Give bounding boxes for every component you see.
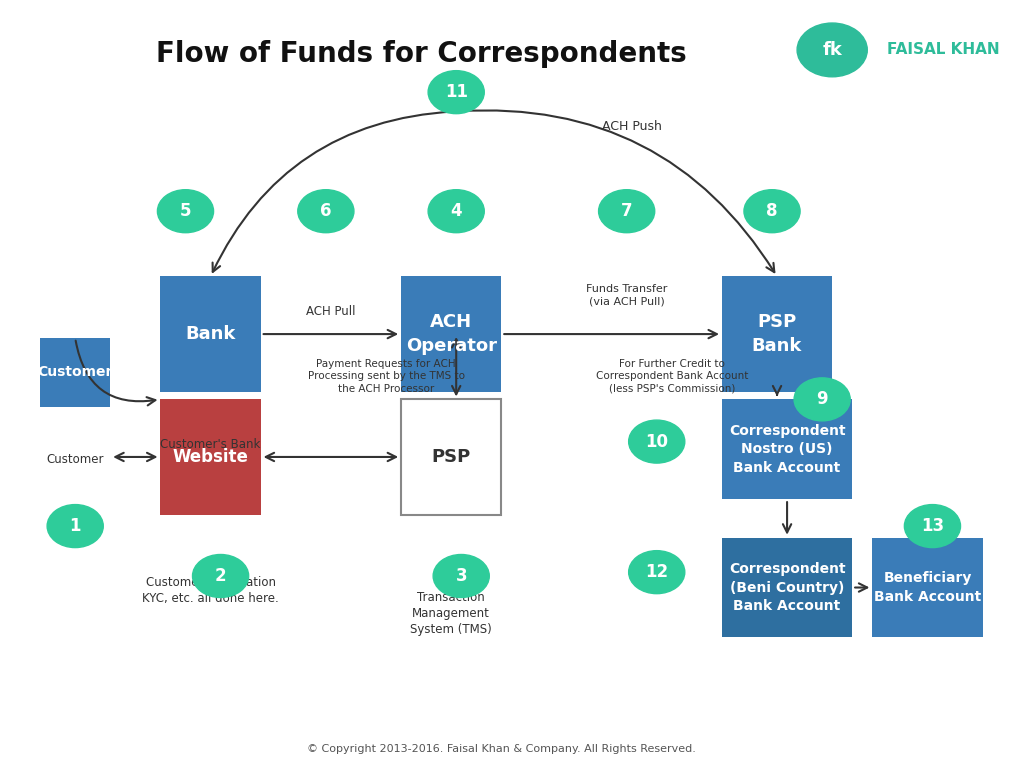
FancyBboxPatch shape [722,399,852,499]
Text: 2: 2 [215,567,226,585]
Circle shape [47,505,103,548]
FancyBboxPatch shape [872,538,983,637]
Text: Transaction
Management
System (TMS): Transaction Management System (TMS) [411,591,493,637]
Text: 7: 7 [621,202,633,220]
FancyBboxPatch shape [401,276,502,392]
Text: ACH Push: ACH Push [601,121,662,133]
Circle shape [629,551,685,594]
Text: PSP
Bank: PSP Bank [752,313,802,355]
Text: © Copyright 2013-2016. Faisal Khan & Company. All Rights Reserved.: © Copyright 2013-2016. Faisal Khan & Com… [307,743,695,754]
Circle shape [794,378,850,421]
Text: Correspondent
(Beni Country)
Bank Account: Correspondent (Beni Country) Bank Accoun… [729,562,846,613]
Circle shape [629,420,685,463]
Ellipse shape [797,23,867,77]
Text: Customer: Customer [38,366,113,379]
Text: 12: 12 [645,563,669,581]
Circle shape [298,190,354,233]
Text: ACH Pull: ACH Pull [306,305,355,317]
Circle shape [428,71,484,114]
Circle shape [433,554,489,598]
Text: Customer registration
KYC, etc. all done here.: Customer registration KYC, etc. all done… [142,576,279,605]
FancyBboxPatch shape [722,538,852,637]
Text: 8: 8 [766,202,778,220]
Text: Customer: Customer [46,453,104,466]
Circle shape [158,190,214,233]
Text: Beneficiary
Bank Account: Beneficiary Bank Account [873,571,981,604]
FancyBboxPatch shape [722,276,833,392]
FancyBboxPatch shape [40,338,111,407]
Text: Correspondent
Nostro (US)
Bank Account: Correspondent Nostro (US) Bank Account [729,424,846,475]
Circle shape [599,190,654,233]
Text: Bank: Bank [185,325,236,343]
Text: Website: Website [173,448,249,466]
Circle shape [193,554,249,598]
Circle shape [428,190,484,233]
Text: 3: 3 [456,567,467,585]
Text: 1: 1 [70,517,81,535]
Text: Customer's Bank: Customer's Bank [161,438,261,451]
FancyBboxPatch shape [161,399,261,515]
FancyBboxPatch shape [401,399,502,515]
Text: 13: 13 [921,517,944,535]
Text: 6: 6 [321,202,332,220]
Text: Flow of Funds for Correspondents: Flow of Funds for Correspondents [156,40,686,68]
Text: 11: 11 [444,83,468,101]
Text: PSP: PSP [431,448,471,466]
Circle shape [904,505,961,548]
Text: Payment Requests for ACH
Processing sent by the TMS to
the ACH Processor: Payment Requests for ACH Processing sent… [307,359,465,394]
Text: 10: 10 [645,432,669,451]
Text: For Further Credit to
Correspondent Bank Account
(less PSP's Commission): For Further Credit to Correspondent Bank… [596,359,748,394]
Text: FAISAL KHAN: FAISAL KHAN [888,42,1000,58]
Text: 4: 4 [451,202,462,220]
Text: Funds Transfer
(via ACH Pull): Funds Transfer (via ACH Pull) [586,284,668,307]
Circle shape [744,190,800,233]
Text: fk: fk [822,41,842,59]
Text: 5: 5 [180,202,191,220]
Text: ACH
Operator: ACH Operator [406,313,497,355]
FancyBboxPatch shape [161,276,261,392]
Text: 9: 9 [816,390,828,409]
